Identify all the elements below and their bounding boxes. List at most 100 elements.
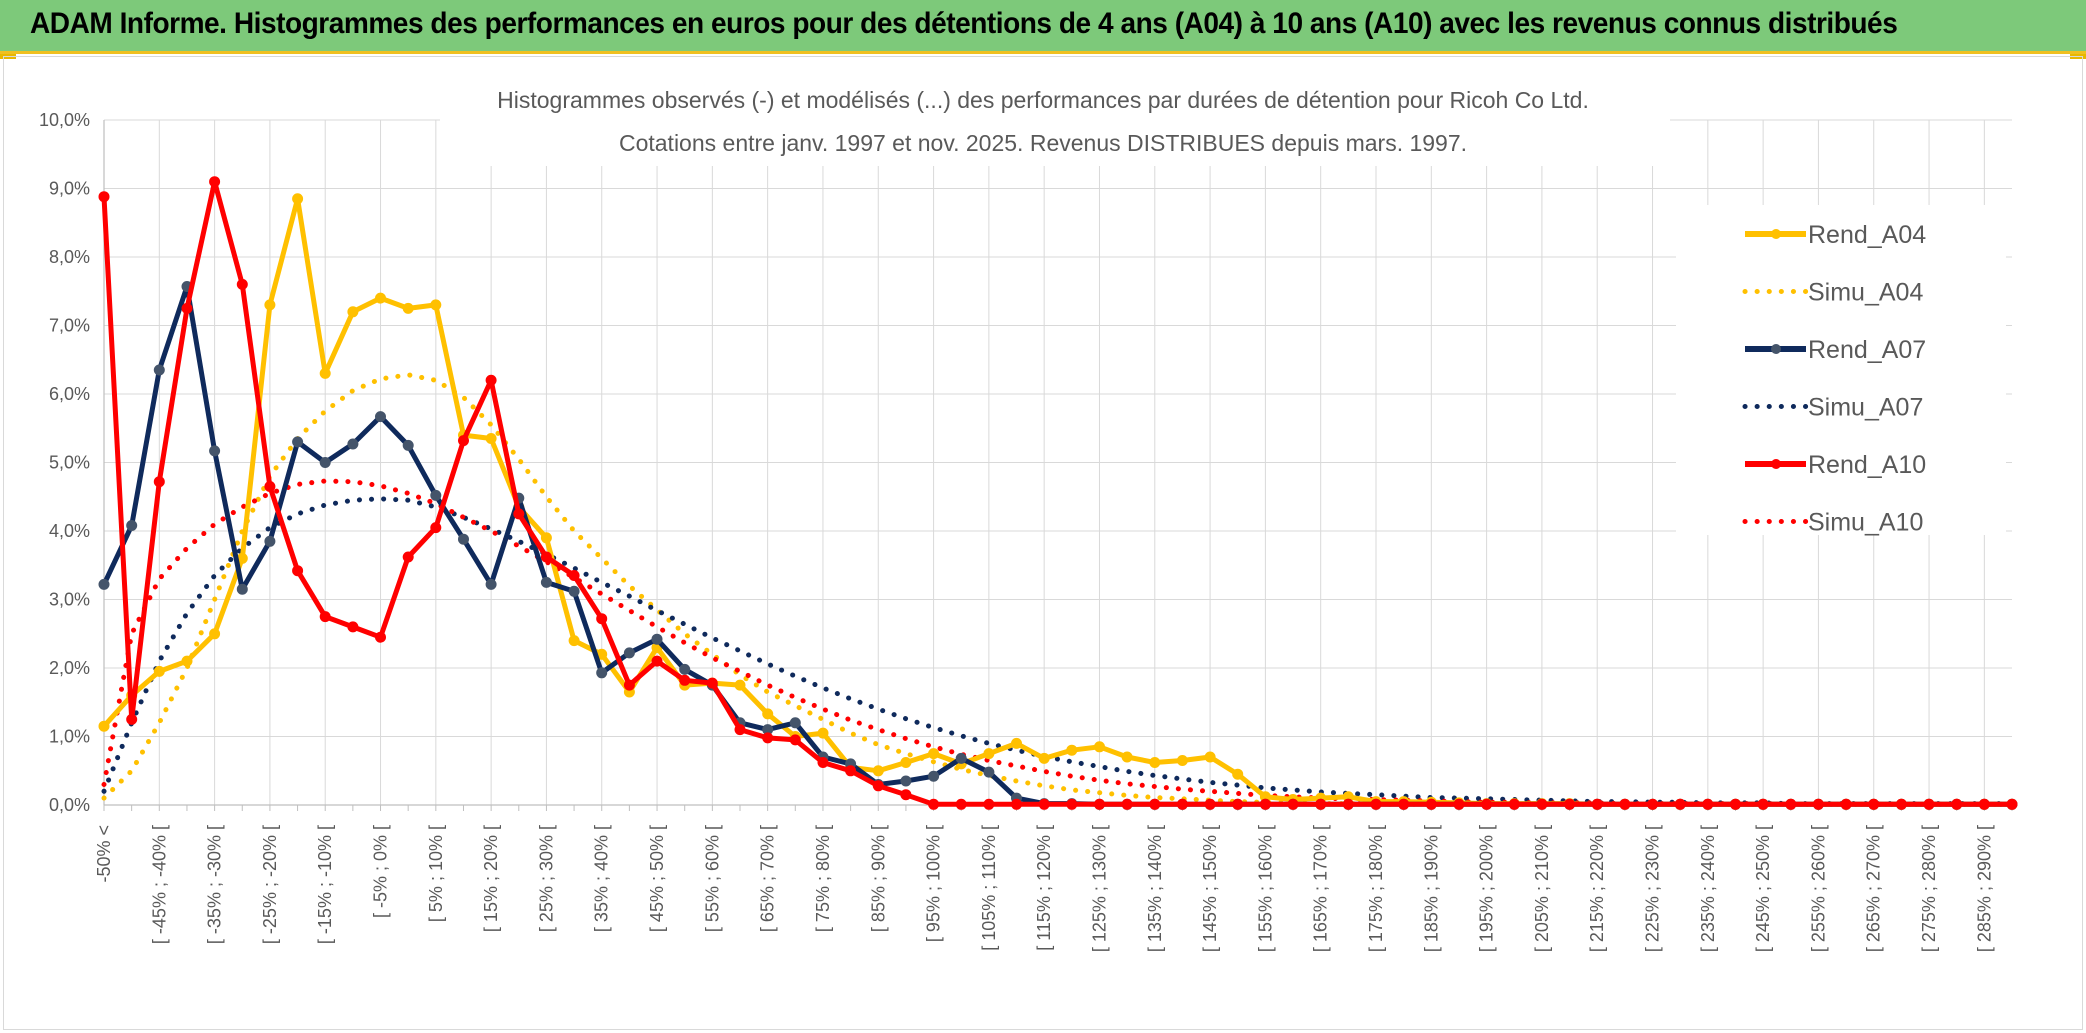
data-point bbox=[1536, 798, 1548, 810]
data-point bbox=[845, 765, 857, 777]
data-point bbox=[955, 798, 967, 810]
data-point bbox=[430, 522, 442, 534]
x-tick-label: [ 5% ; 10% [ bbox=[426, 825, 446, 922]
title-background bbox=[440, 80, 1670, 166]
data-point bbox=[1840, 798, 1852, 810]
data-point bbox=[347, 438, 359, 450]
data-point bbox=[181, 655, 193, 667]
data-point bbox=[734, 724, 746, 736]
data-point bbox=[402, 302, 414, 314]
data-point bbox=[153, 364, 165, 376]
data-point bbox=[568, 635, 580, 647]
x-tick-label: [ 65% ; 70% [ bbox=[758, 825, 778, 932]
legend-marker bbox=[1771, 344, 1781, 354]
data-point bbox=[872, 780, 884, 792]
data-point bbox=[402, 439, 414, 451]
x-tick-label: [ -5% ; 0% [ bbox=[371, 825, 391, 918]
data-point bbox=[568, 570, 580, 581]
data-point bbox=[347, 621, 359, 633]
x-tick-label: [ -45% ; -40% [ bbox=[149, 825, 169, 944]
data-point bbox=[1204, 798, 1216, 810]
data-point bbox=[1785, 798, 1797, 810]
data-point bbox=[264, 299, 276, 311]
legend-label: Rend_A04 bbox=[1808, 221, 1926, 249]
data-point bbox=[679, 663, 691, 675]
x-tick-label: [ 245% ; 250% [ bbox=[1753, 825, 1773, 952]
data-point bbox=[651, 633, 663, 645]
y-tick-label: 10,0% bbox=[39, 110, 90, 130]
chart-title-line-2: Cotations entre janv. 1997 et nov. 2025.… bbox=[619, 130, 1467, 156]
data-point bbox=[153, 665, 165, 677]
y-tick-label: 8,0% bbox=[49, 247, 90, 267]
series-group bbox=[98, 176, 2018, 810]
data-point bbox=[98, 720, 110, 732]
data-point bbox=[789, 717, 801, 729]
x-tick-label: [ 165% ; 170% [ bbox=[1311, 825, 1331, 952]
y-tick-label: 9,0% bbox=[49, 179, 90, 199]
data-point bbox=[1121, 798, 1133, 810]
x-tick-label: [ 235% ; 240% [ bbox=[1698, 825, 1718, 952]
data-point bbox=[1176, 798, 1188, 810]
data-point bbox=[955, 752, 967, 764]
data-point bbox=[1176, 755, 1188, 766]
data-point bbox=[1232, 798, 1244, 810]
data-point bbox=[209, 445, 221, 457]
data-point bbox=[153, 476, 165, 488]
data-point bbox=[568, 585, 580, 597]
data-point bbox=[1121, 751, 1133, 763]
x-tick-label: [ -35% ; -30% [ bbox=[205, 825, 225, 944]
data-point bbox=[1149, 798, 1161, 810]
data-point bbox=[430, 489, 442, 501]
y-tick-label: 1,0% bbox=[49, 727, 90, 747]
legend-label: Simu_A10 bbox=[1808, 509, 1923, 537]
y-tick-label: 2,0% bbox=[49, 658, 90, 678]
data-point bbox=[292, 565, 304, 577]
data-point bbox=[1895, 798, 1907, 810]
legend-item-simu-a07: Simu_A07 bbox=[1742, 394, 1923, 422]
data-point bbox=[651, 655, 663, 667]
y-axis-labels: 0,0% 1,0% 2,0% 3,0% 4,0% 5,0% 6,0% 7,0% 8,0% 9,0%… bbox=[39, 110, 90, 815]
data-point bbox=[928, 770, 940, 782]
data-point bbox=[1342, 798, 1354, 810]
data-point bbox=[375, 292, 386, 304]
data-point bbox=[1370, 798, 1382, 810]
data-point bbox=[900, 789, 912, 801]
series-line bbox=[101, 496, 2015, 807]
x-tick-label: [ 195% ; 200% [ bbox=[1477, 825, 1497, 952]
x-tick-label: [ -25% ; -20% [ bbox=[260, 825, 280, 944]
data-point bbox=[513, 508, 525, 520]
data-point bbox=[1232, 768, 1244, 780]
y-tick-label: 6,0% bbox=[49, 384, 90, 404]
data-point bbox=[540, 532, 552, 544]
data-point bbox=[1923, 798, 1935, 810]
data-point bbox=[762, 708, 774, 720]
series-line bbox=[101, 179, 2012, 807]
data-point bbox=[458, 435, 469, 447]
x-tick-label: [ 55% ; 60% [ bbox=[702, 825, 722, 932]
x-tick-label: [ 255% ; 260% [ bbox=[1808, 825, 1828, 952]
data-point bbox=[485, 374, 497, 386]
data-point bbox=[375, 411, 386, 423]
data-point bbox=[458, 533, 469, 545]
data-point bbox=[983, 748, 995, 760]
data-point bbox=[1094, 741, 1105, 753]
legend-label: Rend_A07 bbox=[1808, 336, 1926, 364]
legend-background-rect bbox=[1676, 205, 2006, 535]
data-point bbox=[872, 765, 884, 777]
data-point bbox=[2006, 798, 2018, 810]
data-point bbox=[1453, 798, 1465, 810]
x-tick-label: [ 35% ; 40% [ bbox=[592, 825, 612, 932]
data-point bbox=[1094, 798, 1105, 810]
legend-item-simu-a04: Simu_A04 bbox=[1742, 279, 1923, 307]
data-point bbox=[402, 551, 414, 563]
data-point bbox=[1812, 798, 1824, 810]
data-point bbox=[236, 583, 248, 595]
header-banner: ADAM Informe. Histogrammes des performan… bbox=[0, 0, 2086, 54]
data-point bbox=[98, 191, 110, 203]
y-tick-label: 0,0% bbox=[49, 795, 90, 815]
x-tick-label: -50% < bbox=[94, 825, 114, 883]
legend-item-rend-a07: Rend_A07 bbox=[1745, 336, 1926, 364]
data-point bbox=[181, 302, 193, 314]
data-point bbox=[319, 611, 331, 623]
series-simu-a10 bbox=[101, 478, 2015, 807]
